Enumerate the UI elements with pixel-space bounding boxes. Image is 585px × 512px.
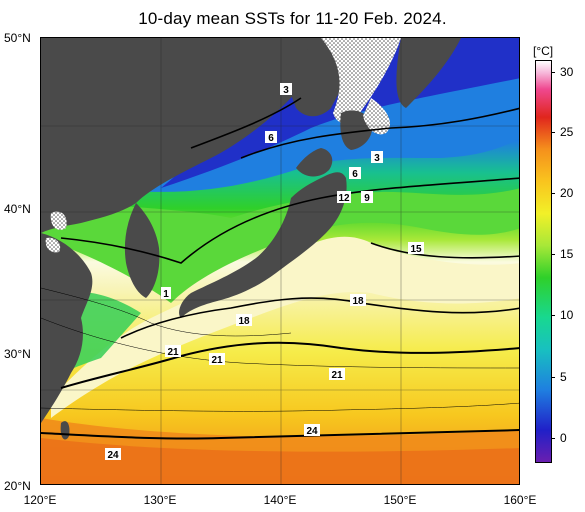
contour-label: 24 [105,448,121,461]
svg-text:6: 6 [268,133,274,144]
sst-map: 3 6 3 6 12 9 15 18 18 21 21 21 24 24 1 [40,37,520,485]
colorbar-tick-mark [551,132,555,133]
lat-label-50: 50°N [4,31,31,45]
svg-text:1: 1 [163,289,169,300]
colorbar-tick-mark [551,193,555,194]
colorbar-tick-0: 0 [560,431,567,445]
colorbar-tick-mark [551,315,555,316]
contour-label: 6 [265,131,277,144]
svg-text:3: 3 [374,153,380,164]
contour-label: 6 [349,167,361,180]
contour-label: 21 [329,368,345,381]
lon-label-140: 140°E [263,493,297,507]
svg-text:21: 21 [167,347,179,358]
lat-label-20: 20°N [4,479,31,493]
lon-label-120: 120°E [23,493,57,507]
svg-text:24: 24 [306,426,318,437]
colorbar-tick-20: 20 [560,186,574,200]
contour-label: 24 [304,424,320,437]
map-title: 10-day mean SSTs for 11-20 Feb. 2024. [138,9,447,28]
contour-label: 21 [165,345,181,358]
colorbar-tick-30: 30 [560,65,574,79]
sst-map-svg: 3 6 3 6 12 9 15 18 18 21 21 21 24 24 1 [41,38,519,484]
graticule [41,38,519,484]
svg-text:9: 9 [364,193,370,204]
svg-text:18: 18 [238,316,250,327]
contour-label: 3 [371,151,383,164]
svg-text:6: 6 [352,169,358,180]
contour-label: 18 [236,314,252,327]
land-asia [41,38,341,233]
colorbar-tick-15: 15 [560,247,574,261]
svg-text:12: 12 [338,193,350,204]
contour-labels: 3 6 3 6 12 9 15 18 18 21 21 21 24 24 1 [105,83,424,461]
contour-label: 15 [408,242,424,255]
lon-label-150: 150°E [383,493,417,507]
contour-label: 3 [280,83,292,96]
lon-label-130: 130°E [143,493,177,507]
colorbar [535,60,552,463]
land-korea [124,203,160,298]
colorbar-tick-mark [551,254,555,255]
contour-label: 9 [361,191,373,204]
colorbar-tick-mark [551,377,555,378]
svg-text:21: 21 [211,355,223,366]
colorbar-tick-mark [551,438,555,439]
lon-label-160: 160°E [503,493,537,507]
contours [41,97,519,440]
contour-label: 1 [161,287,171,300]
svg-text:21: 21 [331,370,343,381]
contour-label: 21 [209,353,225,366]
colorbar-tick-mark [551,72,555,73]
svg-text:3: 3 [283,85,289,96]
colorbar-tick-5: 5 [560,370,567,384]
colorbar-tick-10: 10 [560,308,574,322]
land-japan [179,172,347,318]
svg-text:15: 15 [410,244,422,255]
svg-text:24: 24 [107,450,119,461]
contour-label: 12 [337,191,351,204]
lat-label-40: 40°N [4,202,31,216]
colorbar-unit: [°C] [533,44,554,58]
colorbar-tick-25: 25 [560,125,574,139]
lat-label-30: 30°N [4,347,31,361]
contour-label: 18 [350,294,366,307]
svg-text:18: 18 [352,296,364,307]
